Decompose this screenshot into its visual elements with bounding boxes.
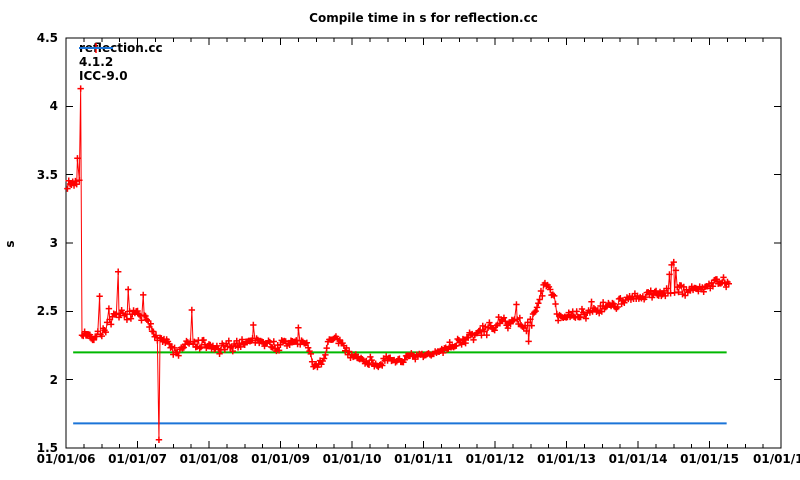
chart-title: Compile time in s for reflection.cc: [309, 11, 538, 25]
x-tick-label: 01/01/15: [680, 452, 739, 466]
legend-entry: ICC-9.0: [79, 47, 201, 83]
y-tick-label: 4.5: [36, 31, 58, 45]
x-tick-label: 01/01/12: [465, 452, 525, 466]
y-tick-label: 2.5: [36, 304, 58, 319]
y-tick-label: 2: [49, 372, 58, 387]
series-reflection-markers: [64, 85, 732, 443]
legend-sample-line: [79, 47, 201, 83]
legend-sample-line: [79, 47, 201, 69]
legend-label: 4.1.2: [79, 55, 114, 69]
legend: reflection.cc 4.1.2 ICC-9.0: [79, 41, 201, 83]
x-tick-label: 01/01/10: [322, 452, 382, 466]
x-tick-label: 01/01/07: [108, 452, 167, 466]
y-tick-label: 1.5: [36, 441, 58, 455]
x-tick-label: 01/01/08: [179, 452, 239, 466]
x-tick-label: 01/01/14: [608, 452, 668, 466]
y-tick-label: 4: [49, 99, 58, 114]
y-tick-label: 3: [49, 236, 58, 250]
plot-border: [65, 37, 782, 449]
legend-entry: 4.1.2: [79, 47, 201, 69]
x-tick-label: 01/01/06: [36, 452, 96, 466]
legend-sample-linespoints: [79, 41, 201, 55]
x-tick-label: 01/01/13: [537, 452, 596, 466]
y-tick-label: 3.5: [36, 167, 58, 182]
x-tick-label: 01/01/1: [753, 452, 800, 466]
x-tick-label: 01/01/09: [251, 452, 310, 466]
axis-ticks: [65, 37, 782, 449]
legend-label: ICC-9.0: [79, 69, 128, 83]
legend-label: reflection.cc: [79, 41, 163, 55]
x-tick-label: 01/01/11: [394, 452, 453, 466]
series-reflection-line: [66, 88, 730, 440]
